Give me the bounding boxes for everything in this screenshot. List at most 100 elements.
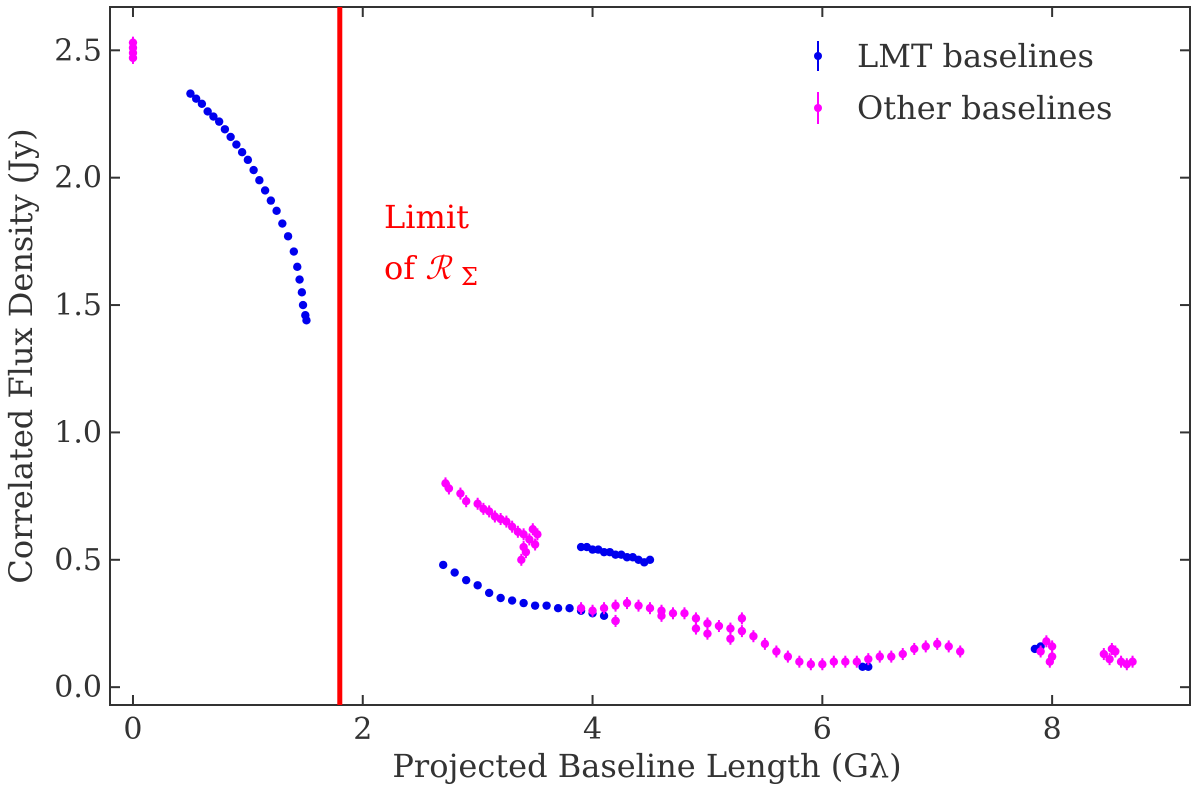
annotation-symbol: ℛ (425, 249, 453, 287)
data-point (484, 588, 494, 598)
data-point (507, 596, 517, 605)
data-point (521, 547, 531, 557)
data-point (760, 639, 770, 649)
data-point (237, 148, 247, 157)
data-point (220, 125, 230, 134)
y-axis-title: Correlated Flux Density (Jy) (2, 128, 40, 583)
data-point (298, 300, 308, 310)
data-point (887, 652, 896, 661)
data-point (1036, 647, 1045, 656)
data-point (645, 603, 655, 613)
data-point (530, 540, 540, 549)
data-point (772, 647, 781, 656)
data-point (703, 629, 712, 638)
data-point (272, 206, 281, 215)
limit-annotation-line1: Limit (384, 198, 469, 236)
data-point (599, 611, 609, 621)
series-lmt (186, 89, 1045, 671)
data-point (703, 619, 712, 628)
data-point (691, 614, 701, 623)
data-point (691, 624, 701, 633)
data-point (1107, 644, 1117, 654)
y-tick-label: 2.5 (54, 33, 102, 68)
data-point (530, 601, 540, 610)
data-point (795, 657, 804, 666)
data-point (533, 530, 542, 539)
data-point (806, 660, 816, 669)
data-point (749, 632, 758, 641)
data-point (278, 219, 287, 228)
data-point (714, 621, 724, 631)
data-point (565, 603, 574, 613)
data-point (1042, 637, 1051, 646)
data-point (622, 553, 632, 562)
data-point (898, 649, 907, 659)
legend-marker-lmt (814, 52, 822, 60)
legend-marker-other (814, 104, 822, 112)
data-point (956, 647, 965, 656)
legend-label-lmt: LMT baselines (857, 37, 1094, 75)
data-point (450, 568, 459, 577)
data-point (249, 165, 258, 175)
data-point (517, 555, 526, 564)
data-point (599, 547, 609, 557)
data-point (519, 598, 528, 608)
y-tick-label: 1.5 (54, 288, 102, 323)
data-point (243, 155, 253, 165)
x-axis-title: Projected Baseline Length (Gλ) (392, 747, 901, 785)
ticks: 0 2 4 6 8 0.0 0.5 1.0 1.5 2.0 2.5 (54, 7, 1190, 747)
data-point (444, 484, 454, 493)
data-point (829, 657, 839, 666)
data-point (295, 275, 304, 284)
data-point (283, 232, 293, 241)
data-point (1128, 657, 1137, 666)
y-tick-label: 0.5 (54, 543, 102, 578)
data-point (726, 624, 735, 633)
data-point (611, 601, 620, 610)
data-point (461, 497, 471, 506)
data-point (438, 560, 448, 570)
data-point (1099, 649, 1109, 659)
series-other (128, 36, 1137, 671)
data-point (910, 644, 919, 654)
data-point (226, 132, 235, 142)
data-point (611, 550, 620, 559)
data-point (737, 626, 747, 636)
data-point (657, 611, 666, 621)
data-point (783, 652, 793, 661)
data-point (576, 603, 586, 613)
data-point (1045, 657, 1055, 666)
data-point (611, 616, 620, 626)
data-point (456, 489, 465, 498)
data-point (944, 642, 953, 651)
plot-frame (109, 6, 1191, 706)
data-point (588, 606, 597, 615)
data-point (209, 112, 218, 121)
data-point (484, 507, 494, 516)
y-tick-label: 2.0 (54, 161, 102, 196)
data-point (128, 38, 138, 47)
data-point (542, 601, 551, 610)
y-tick-label: 1.0 (54, 415, 102, 450)
limit-annotation-line2: of ℛ Σ (384, 249, 478, 291)
data-point (875, 652, 884, 661)
data-point (841, 657, 850, 666)
data-points (128, 36, 1137, 671)
data-point (186, 89, 195, 98)
y-tick-label: 0.0 (54, 670, 102, 705)
data-point (214, 117, 224, 126)
data-point (232, 140, 241, 149)
data-point (680, 609, 689, 618)
data-point (588, 545, 597, 554)
data-point (507, 522, 517, 531)
x-tick-label: 6 (813, 712, 832, 747)
data-point (525, 535, 534, 544)
annotation-prefix: of (384, 249, 425, 287)
data-point (255, 176, 264, 185)
x-tick-label: 0 (123, 712, 142, 747)
data-point (726, 634, 735, 643)
data-point (473, 499, 482, 508)
data-point (622, 598, 632, 608)
data-point (197, 99, 207, 109)
